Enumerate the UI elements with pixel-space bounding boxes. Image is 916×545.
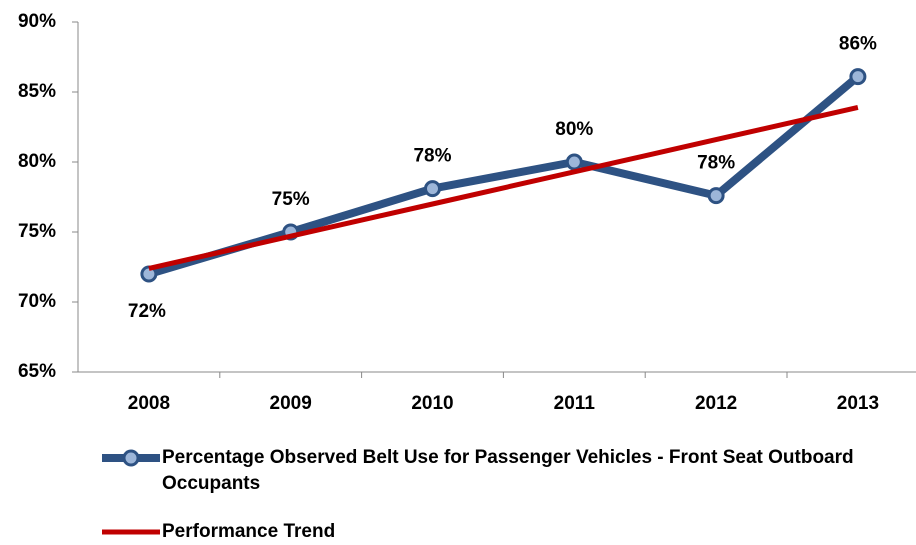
legend-label: Percentage Observed Belt Use for Passeng… bbox=[162, 447, 854, 494]
legend-label: Performance Trend bbox=[162, 521, 336, 542]
y-tick-label: 65% bbox=[18, 361, 56, 382]
series-line bbox=[147, 73, 861, 278]
data-label: 86% bbox=[839, 34, 877, 55]
x-tick-label: 2008 bbox=[128, 393, 170, 414]
data-label: 80% bbox=[555, 119, 593, 140]
x-tick-label: 2010 bbox=[411, 393, 453, 414]
legend-marker bbox=[122, 449, 140, 467]
y-tick-label: 90% bbox=[18, 11, 56, 32]
marker bbox=[707, 187, 725, 205]
x-tick-label: 2012 bbox=[695, 393, 737, 414]
data-label: 72% bbox=[128, 301, 166, 322]
marker bbox=[565, 153, 583, 171]
data-label: 78% bbox=[413, 146, 451, 167]
marker bbox=[849, 68, 867, 86]
data-label: 75% bbox=[272, 189, 310, 210]
y-tick-label: 85% bbox=[18, 81, 56, 102]
series-line bbox=[148, 104, 859, 271]
x-tick-label: 2009 bbox=[270, 393, 312, 414]
y-tick-label: 80% bbox=[18, 151, 56, 172]
x-tick-label: 2011 bbox=[554, 393, 596, 414]
marker bbox=[424, 180, 441, 198]
y-tick-label: 75% bbox=[18, 221, 56, 242]
y-tick-label: 70% bbox=[18, 291, 56, 312]
x-tick-label: 2013 bbox=[837, 393, 879, 414]
data-label: 78% bbox=[697, 153, 735, 174]
